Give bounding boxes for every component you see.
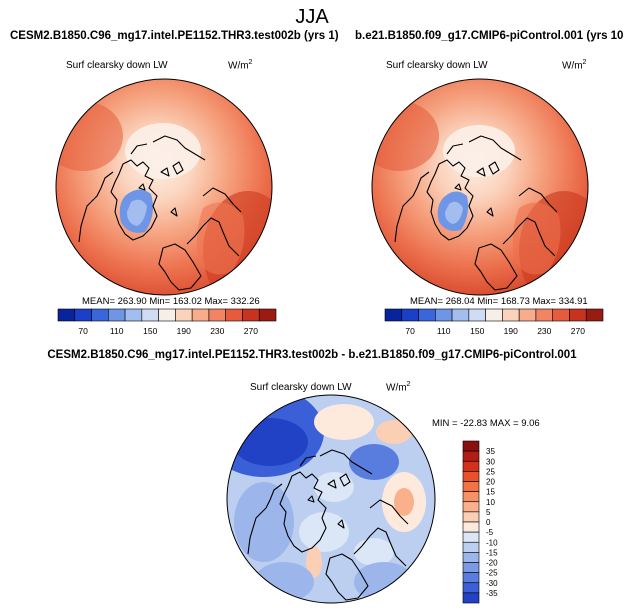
panel2-colorbar-swatch	[418, 308, 436, 322]
panel1-colorbar-swatch	[208, 308, 226, 322]
panel2-colorbar-tick-label: 70	[405, 326, 415, 336]
difference-colorbar-tick-label: 30	[486, 457, 495, 466]
difference-colorbar-swatch	[462, 572, 480, 584]
panel2-colorbar-swatch	[451, 308, 470, 322]
difference-colorbar-tick-label: -30	[486, 579, 498, 588]
panel2-case-title: b.e21.B1850.f09_g17.CMIP6-piControl.001 …	[355, 30, 624, 42]
difference-colorbar-tick-label: -15	[486, 548, 498, 557]
difference-colorbar-swatch	[462, 541, 480, 553]
panel2-colorbar-swatch	[468, 308, 486, 322]
difference-colorbar-swatch	[462, 501, 480, 513]
panel1-colorbar-tick-label: 270	[244, 326, 258, 336]
difference-colorbar-tick-label: -25	[486, 569, 498, 578]
panel1-colorbar-swatch	[225, 308, 243, 322]
difference-colorbar-tick-label: 15	[486, 488, 495, 497]
panel1-colorbar: 70110150190230270310350	[57, 308, 277, 336]
panel1-colorbar-swatch	[158, 308, 176, 322]
panel1-colorbar-tick-label: 190	[177, 326, 191, 336]
difference-colorbar-tick-label: 0	[486, 518, 491, 527]
panel1-colorbar-tick-label: 230	[210, 326, 224, 336]
panel1-colorbar-swatch	[242, 308, 260, 322]
difference-colorbar-tick-label: -35	[486, 589, 498, 598]
panel1-colorbar-swatch	[91, 308, 109, 322]
panel1-colorbar-swatch	[108, 308, 126, 322]
panel1-field-label: Surf clearsky down LW	[66, 60, 168, 71]
panel1-case-title: CESM2.B1850.C96_mg17.intel.PE1152.THR3.t…	[10, 30, 339, 42]
panel2-colorbar-swatch	[435, 308, 453, 322]
panel1-colorbar-swatch	[74, 308, 92, 322]
panel1-colorbar-swatch	[124, 308, 143, 322]
panel2-colorbar-swatch	[535, 308, 553, 322]
difference-colorbar-swatch	[462, 552, 480, 563]
panel2-field-label: Surf clearsky down LW	[386, 60, 488, 71]
difference-colorbar-swatch	[462, 440, 480, 452]
panel2-colorbar-swatch	[552, 308, 570, 322]
panel1-colorbar-tick-label: 150	[143, 326, 157, 336]
panel2-colorbar-swatch	[502, 308, 520, 322]
panel2-colorbar-swatch	[384, 308, 403, 322]
difference-colorbar-swatch	[462, 460, 480, 472]
difference-title: CESM2.B1850.C96_mg17.intel.PE1152.THR3.t…	[47, 349, 577, 361]
difference-units: W/m2	[386, 381, 411, 394]
panel2-colorbar-swatch	[401, 308, 419, 322]
difference-polar-map	[226, 394, 436, 604]
panel2-colorbar-swatch	[569, 308, 587, 322]
difference-colorbar-tick-label: 25	[486, 467, 495, 476]
panel1-colorbar-swatch	[57, 308, 76, 322]
difference-colorbar-swatch	[462, 531, 480, 543]
panel1-polar-map	[55, 78, 273, 296]
panel1-units: W/m2	[228, 59, 253, 72]
difference-colorbar-swatch	[462, 481, 480, 492]
panel1-colorbar-swatch	[175, 308, 193, 322]
difference-colorbar-tick-label: -5	[486, 528, 494, 537]
difference-colorbar-tick-label: 10	[486, 498, 495, 507]
panel2-stats: MEAN= 268.04 Min= 168.73 Max= 334.91	[410, 296, 588, 307]
difference-colorbar-swatch	[462, 592, 480, 604]
difference-colorbar-tick-label: 35	[486, 447, 495, 456]
panel2-colorbar-tick-label: 110	[437, 326, 451, 336]
panel2-colorbar-tick-label: 190	[504, 326, 518, 336]
panel2-polar-map	[371, 78, 589, 296]
panel2-colorbar-tick-label: 230	[537, 326, 551, 336]
difference-colorbar-swatch	[462, 491, 480, 503]
difference-colorbar-swatch	[462, 521, 480, 533]
difference-stats: MIN = -22.83 MAX = 9.06	[432, 418, 540, 429]
difference-colorbar-swatch	[462, 471, 480, 482]
difference-field-label: Surf clearsky down LW	[250, 382, 352, 393]
panel2-colorbar-tick-label: 270	[571, 326, 585, 336]
difference-colorbar-tick-label: -10	[486, 538, 498, 547]
panel1-colorbar-swatch	[141, 308, 159, 322]
panel2-units: W/m2	[562, 59, 587, 72]
season-title: JJA	[295, 6, 329, 28]
difference-colorbar-swatch	[462, 450, 480, 462]
difference-colorbar-tick-label: 20	[486, 478, 495, 487]
difference-colorbar-tick-label: 5	[486, 508, 491, 517]
panel2-colorbar-tick-label: 150	[470, 326, 484, 336]
difference-colorbar-swatch	[462, 562, 480, 573]
difference-colorbar-swatch	[462, 511, 480, 523]
difference-colorbar-tick-label: -20	[486, 559, 498, 568]
panel1-colorbar-tick-label: 110	[110, 326, 124, 336]
panel1-colorbar-tick-label: 70	[78, 326, 88, 336]
panel2-colorbar-swatch	[518, 308, 537, 322]
panel1-colorbar-swatch	[191, 308, 210, 322]
panel2-colorbar-swatch	[485, 308, 503, 322]
panel2-colorbar: 70110150190230270310350	[384, 308, 604, 336]
difference-colorbar-swatch	[462, 582, 480, 594]
panel1-colorbar-swatch	[258, 308, 277, 322]
panel1-stats: MEAN= 263.90 Min= 163.02 Max= 332.26	[82, 296, 260, 307]
panel2-colorbar-swatch	[585, 308, 604, 322]
